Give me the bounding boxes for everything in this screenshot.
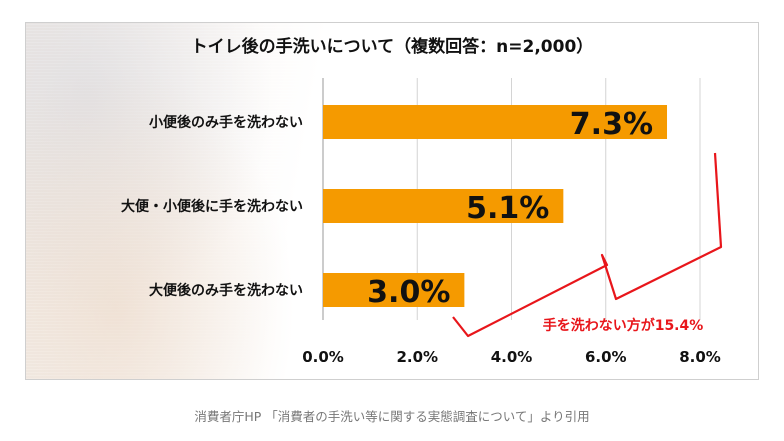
bar [323, 273, 465, 307]
value-label: 5.1% [466, 191, 549, 226]
value-label: 7.3% [570, 107, 653, 142]
x-tick-label: 8.0% [679, 348, 721, 366]
background-photo [26, 23, 326, 379]
x-tick-label: 4.0% [491, 348, 533, 366]
category-label: 大便後のみ手を洗わない [149, 282, 303, 299]
chart-title: トイレ後の手洗いについて（複数回答：n=2,000） [191, 36, 594, 57]
x-tick-label: 0.0% [302, 348, 344, 366]
value-label: 3.0% [367, 275, 450, 310]
category-label: 小便後のみ手を洗わない [149, 114, 303, 131]
source-caption: 消費者庁HP 「消費者の手洗い等に関する実態調査について」より引用 [194, 409, 590, 424]
bar [323, 105, 668, 139]
value-labels: 7.3% 5.1% 3.0% [367, 107, 653, 310]
bar [323, 189, 564, 223]
chart-frame [25, 22, 759, 380]
bars [323, 105, 668, 307]
x-tick-labels: 0.0% 2.0% 4.0% 6.0% 8.0% [302, 348, 721, 366]
x-tick-label: 6.0% [585, 348, 627, 366]
annotation-text: 手を洗わない方が15.4% [543, 317, 704, 334]
bracket-annotation [452, 152, 723, 338]
category-label: 大便・小便後に手を洗わない [121, 198, 303, 215]
x-tick-label: 2.0% [396, 348, 438, 366]
